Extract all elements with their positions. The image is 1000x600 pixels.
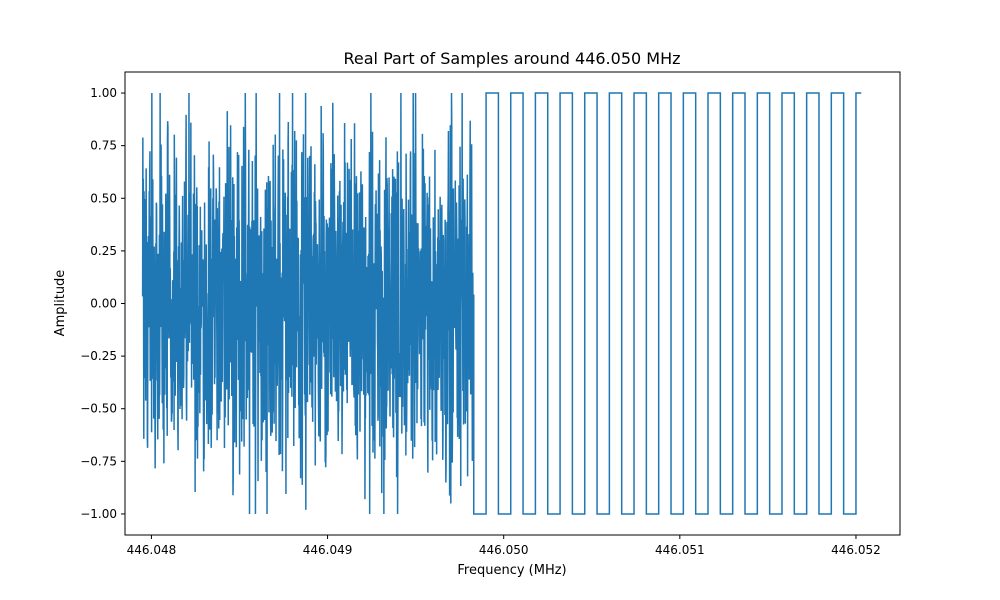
y-tick-label: 1.00 <box>90 86 117 100</box>
x-axis-label: Frequency (MHz) <box>457 563 566 578</box>
y-axis: −1.00 −0.75 −0.50 −0.25 0.00 0.25 0.50 0.75 1.00 <box>80 86 125 521</box>
x-axis: 446.048 446.049 446.050 446.051 446.052 <box>127 535 881 557</box>
x-tick-label: 446.052 <box>831 543 881 557</box>
y-axis-label: Amplitude <box>53 270 68 337</box>
x-tick-label: 446.050 <box>479 543 529 557</box>
x-tick-label: 446.049 <box>303 543 353 557</box>
y-tick-label: −1.00 <box>80 507 117 521</box>
y-tick-label: 0.50 <box>90 191 117 205</box>
x-tick-label: 446.051 <box>655 543 705 557</box>
x-tick-label: 446.048 <box>127 543 177 557</box>
y-tick-label: −0.25 <box>80 349 117 363</box>
y-tick-label: 0.25 <box>90 244 117 258</box>
series-line <box>141 92 862 515</box>
chart-title: Real Part of Samples around 446.050 MHz <box>344 49 681 68</box>
plot-area <box>141 92 862 515</box>
y-tick-label: 0.00 <box>90 297 117 311</box>
y-tick-label: 0.75 <box>90 139 117 153</box>
y-tick-label: −0.50 <box>80 402 117 416</box>
y-tick-label: −0.75 <box>80 454 117 468</box>
